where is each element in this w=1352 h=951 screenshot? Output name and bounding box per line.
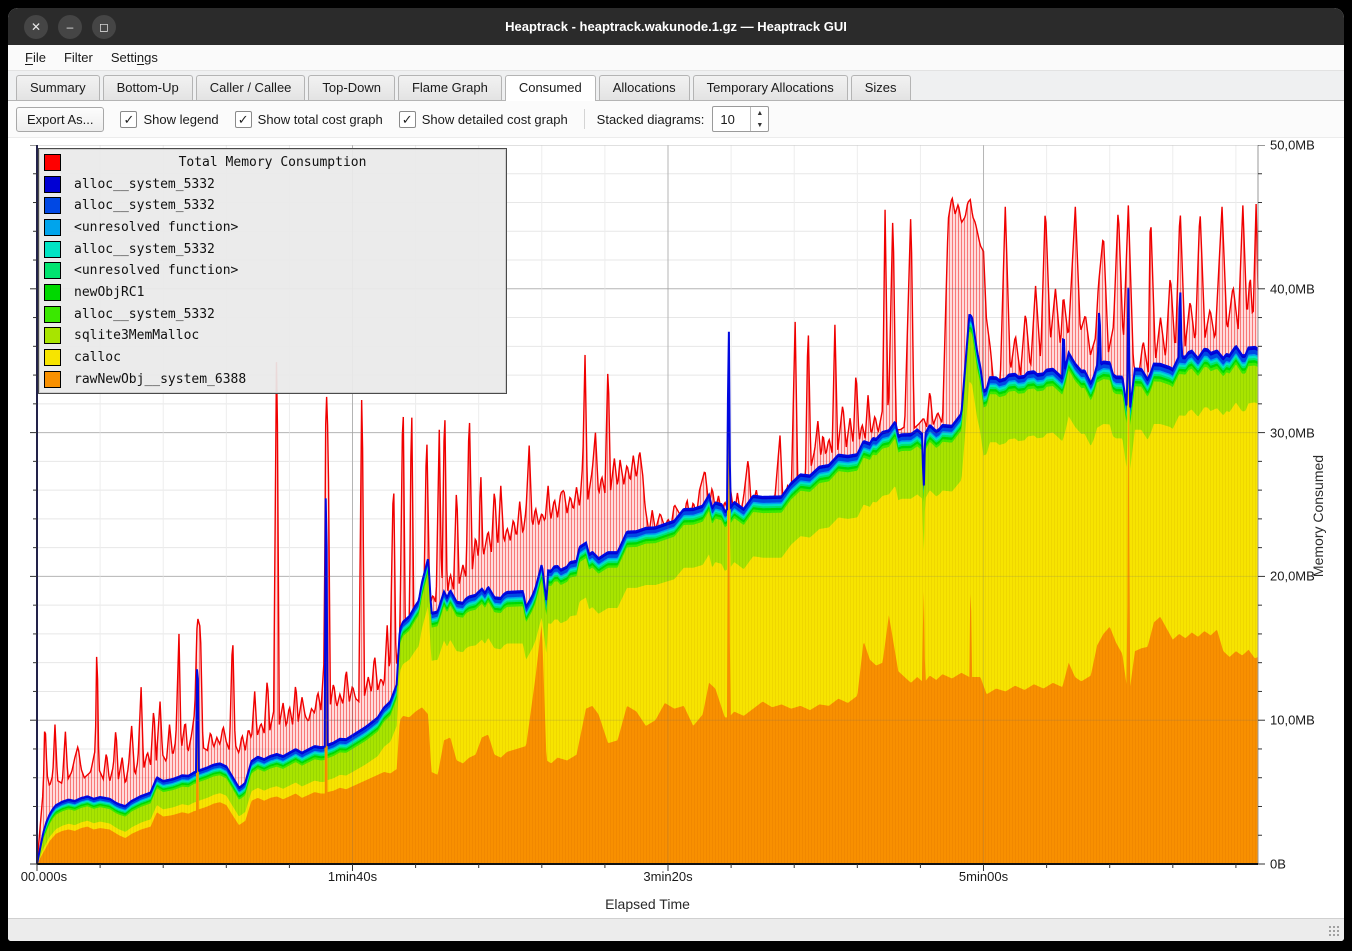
legend-swatch-icon xyxy=(44,305,61,323)
legend-item: newObjRC1 xyxy=(39,283,506,303)
legend-label: alloc__system_5332 xyxy=(74,306,215,322)
spin-down-icon[interactable]: ▼ xyxy=(756,121,764,129)
checkbox-label: Show detailed cost graph xyxy=(421,111,568,127)
legend-label: alloc__system_5332 xyxy=(74,198,215,214)
tab-bottom-up[interactable]: Bottom-Up xyxy=(102,75,193,100)
legend-swatch-icon xyxy=(44,154,61,172)
y-tick-label: 40,0MB xyxy=(1270,281,1315,297)
legend-swatch-icon xyxy=(44,349,61,367)
y-tick-label: 50,0MB xyxy=(1270,137,1315,153)
tab-temporary-allocations[interactable]: Temporary Allocations xyxy=(692,75,848,100)
legend-item: sqlite3MemMalloc xyxy=(39,326,506,346)
chart-plot[interactable] xyxy=(29,145,1277,878)
legend-swatch-icon xyxy=(44,240,61,258)
legend-swatch-icon xyxy=(44,219,61,237)
tab-caller-callee[interactable]: Caller / Callee xyxy=(195,75,306,100)
y-tick-label: 10,0MB xyxy=(1270,712,1315,728)
y-tick-label: 0B xyxy=(1270,856,1286,872)
check-icon: ✓ xyxy=(120,110,138,128)
chart-legend[interactable]: Total Memory Consumption alloc__system_53… xyxy=(38,148,507,394)
legend-item: Total Memory Consumption xyxy=(39,153,506,173)
legend-swatch-icon xyxy=(44,262,61,280)
tab-bar: Summary Bottom-Up Caller / Callee Top-Down F… xyxy=(8,71,1344,101)
legend-item: alloc__system_5332 xyxy=(39,304,506,324)
legend-label: Total Memory Consumption xyxy=(178,155,367,171)
checkbox-show-detailed-cost-graph[interactable]: ✓ Show detailed cost graph xyxy=(398,110,568,128)
legend-swatch-icon xyxy=(44,197,61,215)
minimize-icon: – xyxy=(66,19,74,34)
checkbox-show-total-cost-graph[interactable]: ✓ Show total cost graph xyxy=(234,110,383,128)
memory-consumption-chart: Total Memory Consumption alloc__system_53… xyxy=(8,138,1344,918)
app-window: ✕ – ◻ Heaptrack - heaptrack.wakunode.1.g… xyxy=(8,8,1344,941)
stacked-diagrams-value[interactable]: 10 xyxy=(720,111,735,127)
tab-sizes[interactable]: Sizes xyxy=(850,75,911,100)
minimize-button[interactable]: – xyxy=(58,14,82,39)
check-icon: ✓ xyxy=(398,110,416,128)
legend-label: alloc__system_5332 xyxy=(74,241,215,257)
legend-label: sqlite3MemMalloc xyxy=(74,328,200,344)
legend-swatch-icon xyxy=(44,175,61,193)
resize-grip-icon[interactable] xyxy=(1328,925,1341,938)
legend-item: calloc xyxy=(39,348,506,368)
checkbox-label: Show legend xyxy=(143,111,219,127)
legend-item: rawNewObj__system_6388 xyxy=(39,369,506,389)
legend-item: <unresolved function> xyxy=(39,218,506,238)
x-tick-label: 5min00s xyxy=(958,869,1009,884)
checkbox-label: Show total cost graph xyxy=(257,111,383,127)
tab-allocations[interactable]: Allocations xyxy=(598,75,690,100)
title-bar: ✕ – ◻ Heaptrack - heaptrack.wakunode.1.g… xyxy=(8,8,1344,45)
tab-top-down[interactable]: Top-Down xyxy=(308,75,395,100)
y-axis-title: Memory Consumed xyxy=(1310,454,1326,578)
legend-item: alloc__system_5332 xyxy=(39,196,506,216)
x-tick-label: 00.000s xyxy=(20,869,68,884)
legend-item: alloc__system_5332 xyxy=(39,174,506,194)
legend-label: <unresolved function> xyxy=(74,220,239,236)
menu-bar: File Filter Settings xyxy=(8,45,1344,71)
close-icon: ✕ xyxy=(30,19,42,34)
x-axis-title: Elapsed Time xyxy=(605,896,690,912)
close-button[interactable]: ✕ xyxy=(24,14,48,39)
stacked-diagrams-spinner[interactable]: 10 ▲ ▼ xyxy=(712,106,770,132)
menu-item-settings[interactable]: Settings xyxy=(110,50,158,65)
x-tick-label: 1min40s xyxy=(327,869,378,884)
maximize-icon: ◻ xyxy=(99,19,109,34)
window-title: Heaptrack - heaptrack.wakunode.1.gz — He… xyxy=(505,19,847,34)
tab-summary[interactable]: Summary xyxy=(16,75,100,100)
tab-flame-graph[interactable]: Flame Graph xyxy=(397,75,502,100)
legend-label: alloc__system_5332 xyxy=(74,176,215,192)
legend-swatch-icon xyxy=(44,370,61,388)
legend-swatch-icon xyxy=(44,327,61,345)
legend-label: <unresolved function> xyxy=(74,263,239,279)
spin-up-icon[interactable]: ▲ xyxy=(756,109,764,117)
y-tick-label: 30,0MB xyxy=(1270,425,1315,441)
legend-item: <unresolved function> xyxy=(39,261,506,281)
y-tick-label: 20,0MB xyxy=(1270,568,1315,584)
toolbar: Export As... ✓ Show legend ✓ Show total cos… xyxy=(8,101,1344,138)
legend-label: newObjRC1 xyxy=(74,285,145,301)
stacked-diagrams-label: Stacked diagrams: xyxy=(596,111,705,127)
maximize-button[interactable]: ◻ xyxy=(92,14,116,39)
legend-label: calloc xyxy=(74,350,121,366)
toolbar-separator xyxy=(583,109,585,129)
legend-swatch-icon xyxy=(44,284,61,302)
menu-item-file[interactable]: File xyxy=(25,50,46,65)
legend-label: rawNewObj__system_6388 xyxy=(74,371,247,387)
checkbox-show-legend[interactable]: ✓ Show legend xyxy=(120,110,219,128)
tab-consumed[interactable]: Consumed xyxy=(504,75,596,101)
check-icon: ✓ xyxy=(234,110,252,128)
menu-item-filter[interactable]: Filter xyxy=(63,50,93,65)
legend-item: alloc__system_5332 xyxy=(39,239,506,259)
export-as-button[interactable]: Export As... xyxy=(16,106,105,132)
status-bar xyxy=(8,918,1344,941)
x-tick-label: 3min20s xyxy=(643,869,693,884)
